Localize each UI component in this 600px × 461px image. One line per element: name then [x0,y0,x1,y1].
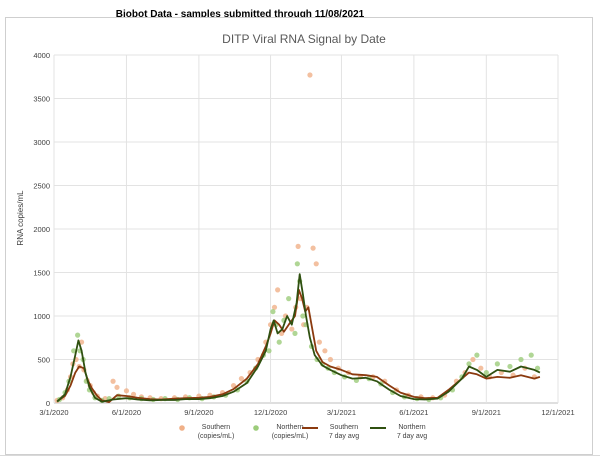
y-tick-label: 500 [37,356,50,365]
x-tick-label: 3/1/2021 [327,408,356,417]
scatter-point [470,356,476,363]
y-tick-label: 3500 [33,95,50,104]
scatter-point [123,388,130,394]
legend-label: Northern [276,424,303,431]
legend-label: Southern [330,424,359,431]
scatter-point [466,361,472,367]
scatter-point [478,365,484,371]
scatter-point [313,261,319,267]
gridlines [53,54,559,404]
scatter-point [322,348,328,354]
x-tick-labels: 3/1/2020 6/1/2020 9/1/2020 12/1/2020 3/1/202… [39,408,574,417]
scatter-point [271,304,278,310]
scatter-point [286,296,292,302]
header-bar: Biobot Data - samples submitted through … [0,0,600,20]
legend-label: 7 day avg [397,433,427,440]
y-tick-label: 4000 [33,51,50,60]
scatter-point [266,348,272,354]
legend-label: Southern [202,424,231,431]
series-lines [56,273,541,403]
y-tick-label: 2000 [33,225,50,234]
scatter-point [300,313,306,319]
scatter-point [75,332,81,338]
legend-label: (copies/mL) [272,433,309,440]
legend-label: (copies/mL) [198,433,235,440]
y-tick-labels: 0 500 1000 1500 2000 2500 3000 3500 4000 [33,51,50,408]
scatter-point [507,363,513,370]
scatter-point [276,339,282,345]
x-tick-label: 9/1/2021 [472,408,501,417]
scatter-point [295,243,301,249]
scatter-point [71,348,77,354]
y-tick-label: 0 [46,399,50,408]
scatter-point [310,245,316,251]
scatter-point [316,339,322,345]
chart-title: DITP Viral RNA Signal by Date [222,32,386,46]
x-tick-label: 3/1/2020 [39,408,68,417]
series-line [56,273,541,403]
x-tick-label: 9/1/2020 [184,408,213,417]
scatter-point [474,352,480,358]
x-tick-label: 12/1/2021 [541,408,574,417]
legend-label: 7 day avg [329,433,359,440]
y-tick-label: 3000 [33,138,50,147]
scatter-point [528,352,534,358]
x-tick-label: 12/1/2020 [254,408,287,417]
scatter-point [307,72,313,78]
scatter-point [294,261,300,267]
chart-svg: DITP Viral RNA Signal by Date RNA copies… [16,32,575,440]
scatter-point [289,326,295,332]
scatter-point [130,391,137,397]
scatter-point [534,365,541,371]
series-line [56,289,541,403]
y-axis-label: RNA copies/mL [16,190,25,246]
bottom-divider [0,455,600,456]
scatter-point [483,369,489,376]
header-title: Biobot Data - samples submitted through … [115,9,365,20]
scatter-point [494,361,500,367]
x-tick-label: 6/1/2020 [112,408,141,417]
chart-panel: DITP Viral RNA Signal by Date RNA copies… [5,17,593,455]
scatter-point [110,378,116,384]
scatter-point [270,309,276,315]
y-tick-label: 1000 [33,312,50,321]
legend: Southern (copies/mL) Northern (copies/mL) So… [179,424,427,440]
scatter-point [114,384,120,390]
legend-marker [179,425,185,431]
scatter-point [238,376,245,382]
scatter-point [275,287,281,293]
scatter-point [292,330,298,336]
legend-marker [253,425,259,431]
y-tick-label: 2500 [33,182,50,191]
y-tick-label: 1500 [33,269,50,278]
scatter-point [230,383,237,389]
scatter-point [327,356,334,363]
scatter-point [518,356,524,363]
scatter-points [54,72,541,403]
x-tick-label: 6/1/2021 [399,408,428,417]
legend-label: Northern [398,424,425,431]
